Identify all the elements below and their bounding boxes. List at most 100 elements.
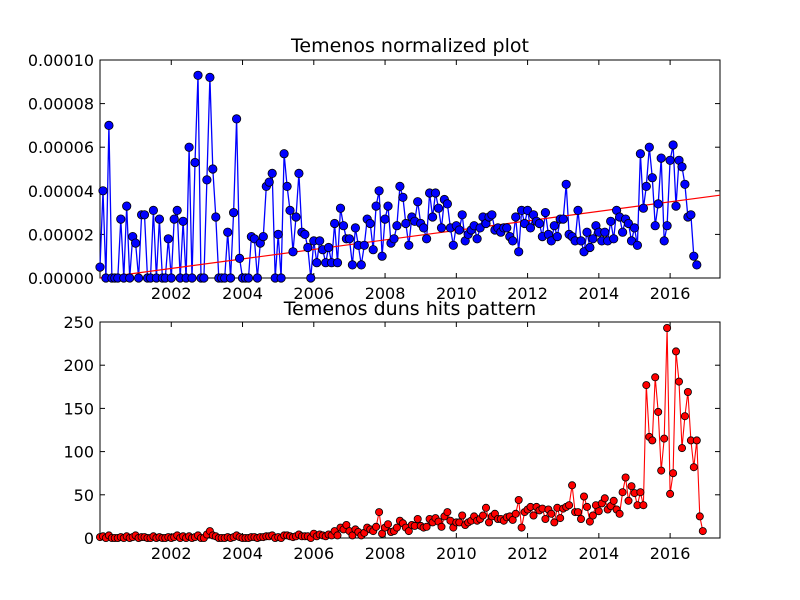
data-point (377, 251, 387, 261)
data-point (184, 142, 194, 152)
data-point (568, 481, 577, 490)
data-point (199, 273, 209, 283)
data-point (350, 223, 360, 233)
y-tick-label: 0.00002 (28, 225, 94, 244)
data-point (639, 501, 648, 510)
data-point (359, 240, 369, 250)
data-point (190, 157, 200, 168)
data-point (698, 527, 707, 536)
axis-ticks: 2002 2004 2006 2008 2010 2012 2014 2016 0.00000 0… (28, 51, 720, 303)
data-point (285, 205, 295, 215)
y-tick-label: 0.00000 (28, 269, 94, 288)
data-point (288, 247, 298, 257)
data-point (433, 203, 444, 213)
data-point (618, 488, 627, 497)
data-point (576, 236, 586, 246)
data-point (413, 515, 422, 524)
data-point (134, 273, 144, 283)
series-marks (96, 323, 707, 543)
data-point (125, 273, 135, 283)
data-point (154, 214, 164, 224)
y-tick-label: 150 (63, 399, 94, 418)
data-point (561, 179, 571, 189)
data-point (258, 232, 268, 242)
data-point (344, 234, 354, 244)
data-point (621, 473, 630, 482)
data-point (300, 229, 310, 239)
data-point (98, 186, 108, 196)
data-point (650, 221, 660, 231)
data-point (223, 227, 233, 237)
data-point (558, 214, 568, 224)
data-point (205, 72, 215, 83)
data-point (264, 177, 274, 187)
data-point (556, 514, 565, 523)
data-point (291, 212, 301, 222)
axis-ticks: 2002 2004 2006 2008 2010 2012 2014 2016 0 50 100 15… (63, 313, 720, 563)
data-point (306, 273, 316, 283)
data-point (454, 225, 464, 235)
data-point (525, 223, 536, 233)
data-point (335, 203, 346, 213)
y-tick-label: 0.00010 (28, 51, 94, 70)
data-point (635, 149, 646, 159)
data-point (442, 199, 452, 209)
data-point (511, 212, 521, 222)
data-point (472, 234, 482, 244)
x-tick-label: 2010 (436, 284, 477, 303)
data-point (368, 245, 378, 255)
y-tick-label: 250 (63, 313, 94, 332)
data-point (657, 466, 666, 475)
data-point (392, 523, 401, 532)
data-point (627, 482, 636, 491)
data-point (651, 373, 660, 382)
data-point (594, 507, 603, 516)
data-point (672, 347, 681, 356)
data-point (235, 253, 245, 263)
data-point (380, 214, 390, 224)
data-point (665, 155, 675, 165)
chart-title: Temenos duns hits pattern (283, 298, 536, 320)
data-point (333, 531, 342, 540)
data-point (404, 240, 414, 250)
data-point (663, 323, 672, 332)
data-point (139, 210, 150, 220)
data-point (617, 227, 628, 237)
x-tick-label: 2008 (365, 284, 406, 303)
x-tick-label: 2016 (650, 544, 691, 563)
data-point (552, 232, 562, 242)
data-point (303, 242, 313, 253)
data-point (389, 234, 399, 244)
data-point (574, 508, 583, 517)
data-point (550, 518, 559, 527)
y-tick-label: 0.00004 (28, 182, 94, 201)
data-point (148, 205, 158, 215)
data-point (695, 512, 704, 521)
data-point (315, 236, 325, 246)
data-point (392, 221, 402, 231)
data-point (437, 522, 446, 531)
x-tick-label: 2014 (578, 544, 619, 563)
data-point (662, 221, 672, 231)
data-point (689, 463, 698, 472)
data-point (401, 218, 411, 229)
data-point (577, 515, 586, 524)
data-point (680, 412, 689, 421)
x-tick-label: 2012 (507, 284, 548, 303)
y-tick-label: 0 (84, 529, 94, 548)
data-point (312, 258, 322, 268)
data-point (371, 201, 381, 211)
data-point (588, 234, 598, 244)
data-point (178, 216, 188, 226)
data-point (365, 218, 375, 229)
data-point (243, 273, 254, 283)
data-point (279, 149, 289, 159)
y-tick-label: 0.00008 (28, 95, 94, 114)
data-point (421, 234, 432, 244)
data-point (338, 221, 349, 231)
data-point (131, 238, 141, 248)
data-point (193, 70, 203, 80)
data-point (443, 508, 452, 517)
data-point (282, 181, 292, 191)
data-point (666, 489, 675, 498)
